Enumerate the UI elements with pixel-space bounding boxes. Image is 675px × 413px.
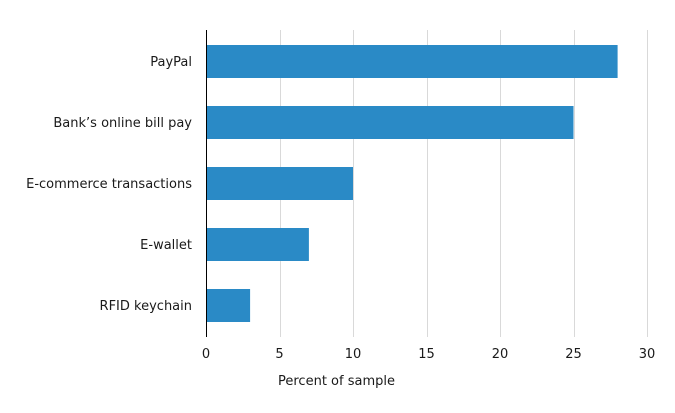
x-axis-title: Percent of sample xyxy=(278,374,395,389)
x-tick-label-15: 15 xyxy=(418,347,435,362)
category-label-e-wallet: E-wallet xyxy=(140,238,192,253)
x-tick-label-5: 5 xyxy=(275,347,283,362)
category-labels: PayPal Bank’s online bill pay E-commerce t… xyxy=(26,55,192,314)
category-label-rfid-keychain: RFID keychain xyxy=(100,299,192,314)
x-tick-label-30: 30 xyxy=(639,347,656,362)
x-tick-labels: 0 5 10 15 20 25 30 xyxy=(202,347,655,362)
bars xyxy=(206,45,618,322)
category-label-paypal: PayPal xyxy=(150,55,192,70)
x-tick-label-0: 0 xyxy=(202,347,210,362)
x-tick-label-25: 25 xyxy=(565,347,582,362)
bar-paypal xyxy=(206,45,618,78)
grid-lines xyxy=(280,30,648,337)
x-tick-label-10: 10 xyxy=(345,347,362,362)
category-label-e-commerce-transactions: E-commerce transactions xyxy=(26,177,192,192)
bar-e-wallet xyxy=(206,228,309,261)
bar-bank-s-online-bill-pay xyxy=(206,106,574,139)
bar-e-commerce-transactions xyxy=(206,167,353,200)
category-label-bank-s-online-bill-pay: Bank’s online bill pay xyxy=(53,116,192,131)
bar-rfid-keychain xyxy=(206,289,251,322)
x-tick-label-20: 20 xyxy=(492,347,509,362)
